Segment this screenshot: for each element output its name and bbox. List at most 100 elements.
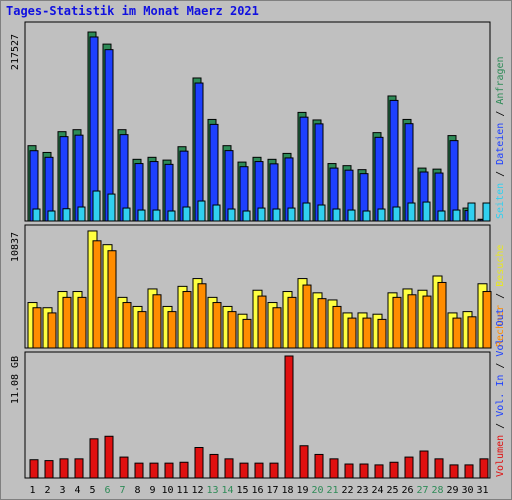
bar-volumen-day-10 (164, 462, 174, 479)
bar-volumen-day-25 (389, 461, 399, 479)
bar-rechner-day-30 (467, 316, 477, 349)
bar-seiten-day-30 (467, 202, 476, 222)
bar-seiten-day-1 (32, 208, 41, 222)
x-tick-label-day-4: 4 (74, 485, 80, 496)
bar-volumen-day-5 (89, 438, 99, 479)
bar-rechner-day-23 (362, 317, 372, 349)
x-tick-label-day-15: 15 (236, 485, 248, 496)
bar-rechner-day-9 (152, 294, 162, 349)
bar-volumen-day-13 (209, 453, 219, 479)
bar-seiten-day-11 (182, 206, 191, 222)
bar-volumen-day-24 (374, 464, 384, 479)
bar-dateien-day-12 (194, 82, 204, 222)
x-tick-label-day-31: 31 (476, 485, 488, 496)
bar-rechner-day-15 (242, 318, 252, 349)
bar-seiten-day-20 (317, 204, 326, 222)
bar-volumen-day-28 (434, 458, 444, 479)
bar-seiten-day-26 (407, 202, 416, 222)
bar-volumen-day-16 (254, 462, 264, 479)
bar-rechner-day-14 (227, 311, 237, 349)
bar-rechner-day-21 (332, 305, 342, 349)
bar-seiten-day-9 (152, 209, 161, 222)
bar-rechner-day-12 (197, 283, 207, 349)
bar-seiten-day-25 (392, 206, 401, 222)
bar-rechner-day-18 (287, 296, 297, 349)
bar-volumen-day-3 (59, 458, 69, 479)
bar-seiten-day-19 (302, 202, 311, 222)
x-tick-label-day-30: 30 (461, 485, 473, 496)
bar-seiten-day-21 (332, 208, 341, 222)
bar-seiten-day-31 (482, 202, 491, 222)
bar-seiten-day-27 (422, 201, 431, 222)
bar-seiten-day-17 (272, 208, 281, 222)
bar-volumen-day-22 (344, 463, 354, 479)
bar-dateien-day-24 (374, 136, 384, 222)
bar-seiten-day-14 (227, 208, 236, 222)
bar-volumen-day-30 (464, 464, 474, 479)
bar-seiten-day-22 (347, 209, 356, 222)
bar-volumen-day-26 (404, 456, 414, 479)
bar-volumen-day-17 (269, 462, 279, 479)
bar-seiten-day-5 (92, 190, 101, 222)
requests-ymax-label: 217527 (10, 34, 21, 70)
bar-seiten-day-6 (107, 193, 116, 222)
bar-rechner-day-26 (407, 294, 417, 349)
bar-seiten-day-7 (122, 207, 131, 222)
bar-volumen-day-20 (314, 453, 324, 479)
bar-seiten-day-12 (197, 200, 206, 222)
x-tick-label-day-23: 23 (356, 485, 368, 496)
bar-rechner-day-22 (347, 317, 357, 349)
bar-rechner-day-6 (107, 250, 117, 349)
bar-rechner-day-5 (92, 240, 102, 349)
bar-rechner-day-17 (272, 307, 282, 349)
x-tick-label-day-20: 20 (311, 485, 323, 496)
x-tick-label-day-16: 16 (251, 485, 263, 496)
bar-rechner-day-16 (257, 295, 267, 349)
bar-volumen-day-7 (119, 456, 129, 479)
bar-rechner-day-28 (437, 281, 447, 349)
bar-rechner-day-11 (182, 291, 192, 349)
bar-rechner-day-13 (212, 302, 222, 349)
bar-rechner-day-25 (392, 296, 402, 349)
x-tick-label-day-9: 9 (149, 485, 155, 496)
x-tick-label-day-29: 29 (446, 485, 458, 496)
x-tick-label-day-17: 17 (266, 485, 278, 496)
bar-rechner-day-7 (122, 302, 132, 349)
x-tick-label-day-22: 22 (341, 485, 353, 496)
bar-rechner-day-1 (32, 307, 42, 349)
bar-seiten-day-8 (137, 209, 146, 222)
bar-seiten-day-4 (77, 206, 86, 222)
bar-seiten-day-29 (452, 209, 461, 222)
x-tick-label-day-8: 8 (134, 485, 140, 496)
legend-visits-panel: Rechner / Besuche (495, 245, 506, 347)
bar-seiten-day-23 (362, 210, 371, 222)
x-tick-label-day-6: 6 (104, 485, 110, 496)
chart-title: Tages-Statistik im Monat Maerz 2021 (6, 4, 259, 18)
x-tick-label-day-7: 7 (119, 485, 125, 496)
bar-rechner-day-8 (137, 311, 147, 349)
bar-rechner-day-29 (452, 317, 462, 349)
x-tick-label-day-11: 11 (176, 485, 188, 496)
bar-rechner-day-10 (167, 311, 177, 349)
bar-seiten-day-28 (437, 210, 446, 222)
bar-seiten-day-24 (377, 208, 386, 222)
bar-rechner-day-19 (302, 284, 312, 349)
x-tick-label-day-28: 28 (431, 485, 443, 496)
bar-seiten-day-2 (47, 210, 56, 222)
x-tick-label-day-2: 2 (44, 485, 50, 496)
x-tick-label-day-3: 3 (59, 485, 65, 496)
bar-dateien-day-29 (449, 140, 459, 222)
x-tick-label-day-1: 1 (29, 485, 35, 496)
bar-seiten-day-10 (167, 210, 176, 222)
bar-seiten-day-13 (212, 204, 221, 222)
bar-volumen-day-18 (284, 355, 294, 479)
x-tick-label-day-27: 27 (416, 485, 428, 496)
bar-volumen-day-31 (479, 458, 489, 479)
bar-volumen-day-15 (239, 462, 249, 479)
legend-volume-panel: Volumen / Vol. In / Vol. Out (495, 308, 506, 477)
visits-ymax-label: 10837 (10, 232, 21, 262)
x-tick-label-day-5: 5 (89, 485, 95, 496)
bar-rechner-day-31 (482, 291, 492, 349)
bar-dateien-day-25 (389, 99, 399, 222)
